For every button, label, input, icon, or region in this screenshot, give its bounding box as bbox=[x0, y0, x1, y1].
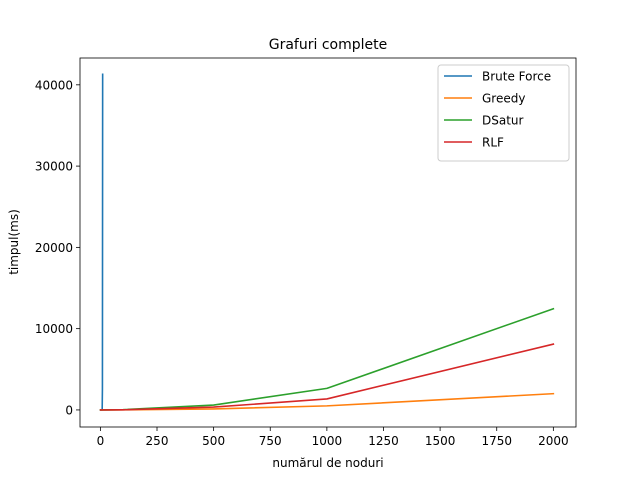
legend: Brute Force Greedy DSatur RLF bbox=[437, 64, 570, 162]
x-tick-label: 250 bbox=[146, 434, 169, 448]
plot-area-frame bbox=[79, 57, 577, 428]
y-tick-label: 0 bbox=[65, 403, 73, 417]
x-tick-label: 0 bbox=[97, 434, 105, 448]
chart-title: Grafuri complete bbox=[269, 37, 387, 53]
y-tick-label: 40000 bbox=[35, 78, 73, 92]
x-tick-label: 1250 bbox=[368, 434, 399, 448]
x-tick-label: 2000 bbox=[538, 434, 569, 448]
legend-frame bbox=[437, 64, 570, 162]
y-axis-ticks: 0 10000 20000 30000 40000 bbox=[35, 78, 80, 417]
legend-label: RLF bbox=[482, 136, 504, 150]
y-tick-label: 30000 bbox=[35, 160, 73, 174]
x-tick-label: 500 bbox=[202, 434, 225, 448]
legend-label: Brute Force bbox=[482, 70, 551, 84]
x-tick-label: 1000 bbox=[312, 434, 343, 448]
y-tick-label: 10000 bbox=[35, 322, 73, 336]
x-tick-label: 1500 bbox=[425, 434, 456, 448]
x-tick-label: 1750 bbox=[481, 434, 512, 448]
legend-label: DSatur bbox=[482, 114, 524, 128]
legend-label: Greedy bbox=[482, 92, 525, 106]
y-axis-label: timpul(ms) bbox=[7, 209, 21, 275]
x-axis-label: numărul de noduri bbox=[272, 456, 383, 470]
x-tick-label: 750 bbox=[259, 434, 282, 448]
x-axis-ticks: 0 250 500 750 1000 1250 1500 1750 2000 bbox=[97, 427, 569, 448]
y-tick-label: 20000 bbox=[35, 241, 73, 255]
series-line-rlf bbox=[99, 343, 555, 411]
series-layer bbox=[99, 73, 555, 411]
